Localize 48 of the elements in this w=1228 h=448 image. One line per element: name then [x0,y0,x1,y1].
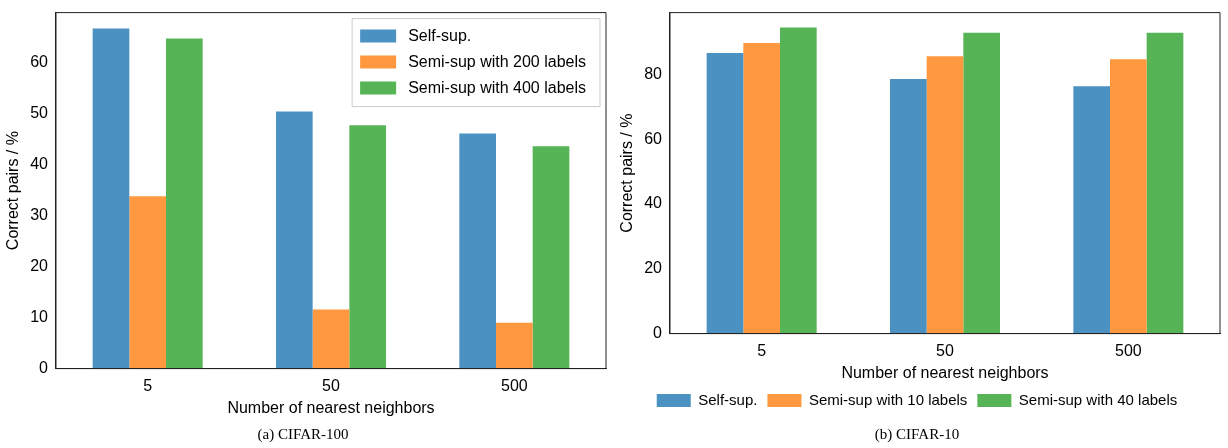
legend-label: Semi-sup with 40 labels [1018,390,1178,408]
x-tick-label: 50 [936,341,954,359]
bar [276,111,313,369]
legend-label: Self-sup. [698,390,758,408]
bar [1073,86,1110,334]
bar [890,79,927,334]
x-tick-label: 5 [757,341,767,359]
bar [780,27,817,334]
y-tick-label: 60 [30,52,49,70]
bar [1110,59,1147,334]
y-tick-label: 20 [644,259,663,277]
text: (b) CIFAR-10 [874,425,960,443]
bar [532,146,570,369]
x-tick-label: 500 [1114,341,1142,359]
y-tick-label: 0 [653,324,663,342]
legend-label: Semi-sup with 400 labels [408,79,587,97]
legend-label: Semi-sup with 200 labels [408,53,587,71]
x-tick-label: 5 [143,376,153,394]
x-tick-label: 500 [500,376,528,394]
y-tick-label: 50 [30,103,49,121]
bar [459,133,496,369]
y-tick-label: 80 [644,64,663,82]
y-tick-label: 40 [30,154,49,172]
bar [963,32,1000,334]
y-tick-label: 40 [644,194,663,212]
bar [496,322,533,369]
bar [926,56,964,334]
x-tick-label: 50 [322,376,340,394]
bar [166,38,203,369]
bar [349,125,386,369]
text: (a) CIFAR-100 [257,425,349,443]
y-tick-label: 30 [30,206,49,223]
bar [92,28,130,369]
legend-label: Self-sup. [408,27,472,45]
bar [1146,32,1184,334]
y-tick-label: 60 [644,129,663,147]
x-axis-title: Number of nearest neighbors [227,398,435,416]
y-axis-title: Correct pairs / % [618,113,636,233]
x-axis-title: Number of nearest neighbors [841,363,1049,381]
legend-label: Semi-sup with 10 labels [808,390,968,408]
y-tick-label: 20 [30,257,49,274]
bar [743,43,780,334]
bar [129,196,166,369]
bar [706,53,744,334]
y-axis-title: Correct pairs / % [4,131,22,251]
y-tick-label: 0 [39,359,49,377]
y-tick-label: 10 [30,308,49,325]
bar [312,309,350,369]
